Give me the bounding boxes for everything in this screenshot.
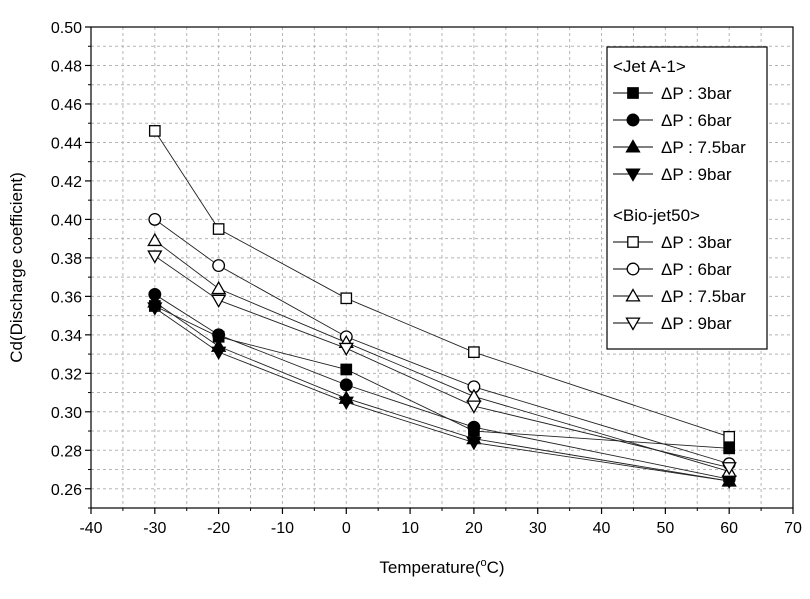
x-axis-title-degree: o (481, 557, 487, 569)
legend-label: ΔP : 3bar (661, 233, 732, 252)
data-point (211, 294, 227, 309)
legend-label: ΔP : 7.5bar (661, 287, 746, 306)
x-tick-label: -40 (79, 520, 102, 537)
y-tick-label: 0.40 (51, 212, 82, 229)
data-point (468, 346, 480, 359)
x-tick-label: 60 (720, 520, 738, 537)
data-point (339, 378, 353, 392)
legend-label: ΔP : 3bar (661, 84, 732, 103)
data-point (466, 437, 482, 451)
data-point (338, 342, 354, 357)
x-tick-label: 70 (784, 520, 802, 537)
x-tick-label: 10 (401, 520, 419, 537)
data-point (148, 125, 161, 137)
series-bio-jet50-7 (147, 250, 737, 476)
data-point (466, 400, 482, 414)
x-axis-title-main: Temperature( (379, 558, 480, 577)
data-point (723, 430, 736, 443)
y-tick-label: 0.30 (51, 405, 82, 422)
data-point (338, 396, 354, 410)
x-tick-label: 50 (656, 520, 674, 537)
y-tick-label: 0.46 (51, 97, 82, 114)
y-tick-label: 0.48 (51, 58, 82, 75)
data-point (721, 462, 737, 476)
y-tick-label: 0.36 (51, 289, 82, 306)
data-point (211, 280, 227, 295)
data-point (212, 223, 225, 235)
series-bio-jet50-4 (148, 125, 736, 443)
data-point (147, 302, 163, 316)
y-tick-label: 0.50 (51, 20, 82, 37)
data-point (723, 442, 736, 455)
y-tick-label: 0.26 (51, 482, 82, 499)
x-tick-label: 20 (465, 520, 483, 537)
series-layer (147, 125, 737, 489)
data-point (466, 388, 482, 402)
x-axis-title: Temperature(oC) (379, 557, 504, 577)
y-axis-title: Cd(Discharge coefficient) (7, 172, 26, 363)
data-point (212, 259, 226, 273)
legend-group-title: <Bio-jet50> (613, 206, 700, 225)
x-tick-label: 0 (342, 520, 351, 537)
axis-ticks: -40 -30 -20 -10 0 10 20 30 40 50 60 70 0.26 0.28 0.30 0… (51, 20, 802, 537)
legend: <Jet A-1> ΔP : 3bar ΔP : 6bar ΔP : 7.5bar ΔP… (606, 46, 768, 350)
legend-marker (627, 236, 639, 248)
y-tick-label: 0.28 (51, 443, 82, 460)
x-tick-label: 30 (529, 520, 547, 537)
legend-label: ΔP : 6bar (661, 111, 732, 130)
data-point (147, 250, 163, 264)
series-jet-a1-3 (147, 302, 737, 489)
legend-label: ΔP : 9bar (661, 314, 732, 333)
y-tick-label: 0.34 (51, 328, 82, 345)
data-point (340, 363, 353, 376)
legend-group-title: <Jet A-1> (613, 57, 686, 76)
legend-marker (626, 113, 640, 127)
data-point (340, 292, 353, 305)
x-axis-title-unit: C) (487, 558, 505, 577)
x-tick-label: -20 (207, 520, 230, 537)
legend-marker (625, 139, 641, 153)
x-tick-label: -30 (143, 520, 166, 537)
legend-marker (627, 87, 639, 99)
y-tick-label: 0.42 (51, 174, 82, 191)
legend-label: ΔP : 7.5bar (661, 138, 746, 157)
y-tick-label: 0.32 (51, 366, 82, 383)
legend-marker (626, 262, 640, 276)
legend-marker (625, 317, 641, 331)
legend-marker (625, 168, 641, 182)
y-tick-label: 0.38 (51, 251, 82, 268)
data-point (148, 212, 162, 226)
x-tick-label: 40 (593, 520, 611, 537)
data-point (211, 346, 227, 360)
legend-marker (625, 288, 641, 302)
data-point (147, 232, 163, 247)
legend-label: ΔP : 9bar (661, 165, 732, 184)
x-tick-label: -10 (271, 520, 294, 537)
y-tick-label: 0.44 (51, 135, 82, 152)
legend-label: ΔP : 6bar (661, 260, 732, 279)
